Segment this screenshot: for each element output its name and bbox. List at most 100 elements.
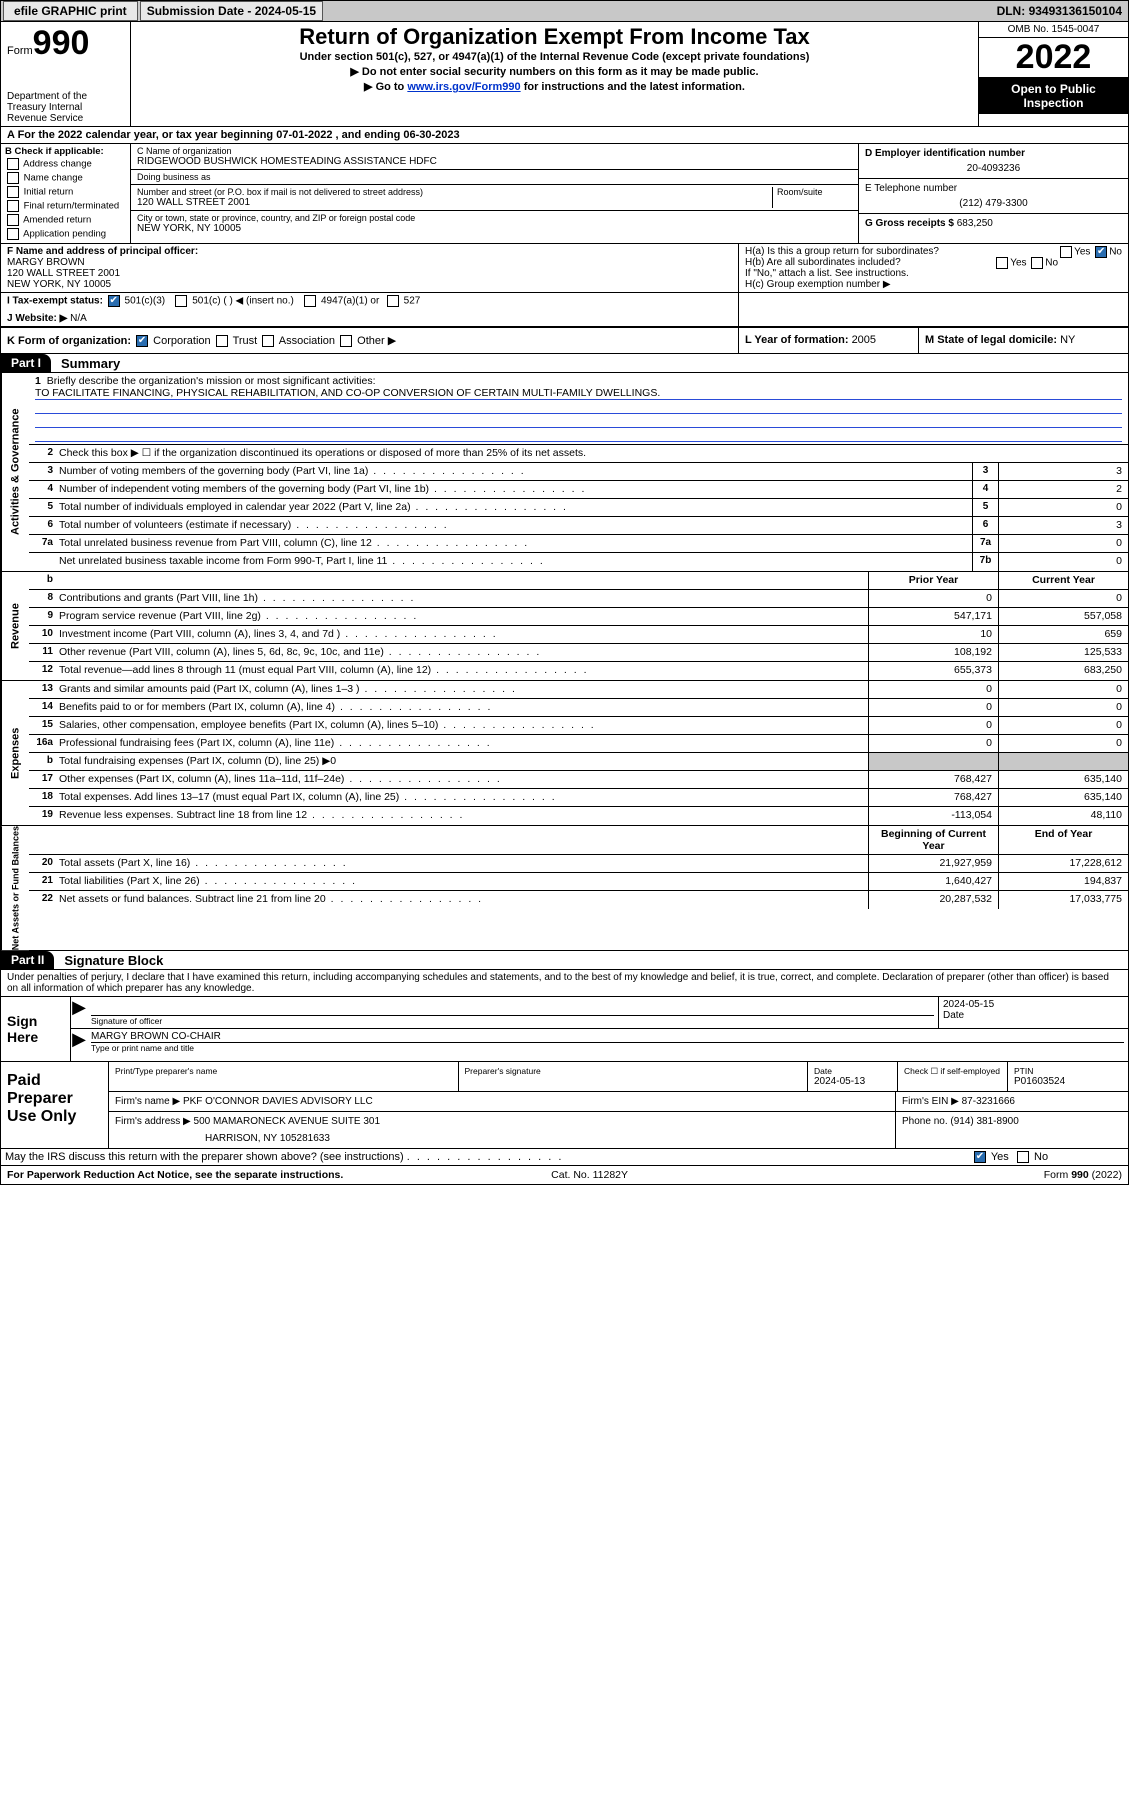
b-checkbox-item[interactable]: Application pending: [5, 227, 126, 241]
i-527-checkbox[interactable]: [387, 295, 399, 307]
firm-phone: (914) 381-8900: [950, 1116, 1018, 1127]
b-header: B Check if applicable:: [5, 146, 126, 157]
sign-here: Sign Here ▶ Signature of officer 2024-05…: [0, 997, 1129, 1062]
summary-row: Net unrelated business taxable income fr…: [29, 553, 1128, 571]
activities-governance: Activities & Governance 1 Briefly descri…: [0, 373, 1129, 572]
section-deg: D Employer identification number 20-4093…: [858, 144, 1128, 243]
summary-row: 9Program service revenue (Part VIII, lin…: [29, 608, 1128, 626]
efile-print-button[interactable]: efile GRAPHIC print: [3, 1, 138, 21]
paid-preparer: Paid Preparer Use Only Print/Type prepar…: [0, 1062, 1129, 1149]
summary-row: 19Revenue less expenses. Subtract line 1…: [29, 807, 1128, 825]
k-assoc-checkbox[interactable]: [262, 335, 274, 347]
part2-header: Part II Signature Block: [0, 951, 1129, 970]
city-label: City or town, state or province, country…: [137, 213, 852, 223]
mission-text: TO FACILITATE FINANCING, PHYSICAL REHABI…: [35, 387, 660, 399]
irs-link[interactable]: www.irs.gov/Form990: [407, 81, 520, 93]
firm-ein-label: Firm's EIN ▶: [902, 1096, 962, 1107]
prior-year-header: Prior Year: [868, 572, 998, 589]
line-i: I Tax-exempt status: 501(c)(3) 501(c) ( …: [7, 295, 732, 307]
line-m: M State of legal domicile: NY: [918, 328, 1128, 353]
dept-treasury: Department of the Treasury Internal Reve…: [7, 91, 124, 124]
summary-row: 5Total number of individuals employed in…: [29, 499, 1128, 517]
k-corp-checkbox[interactable]: [136, 335, 148, 347]
current-year-header: Current Year: [998, 572, 1128, 589]
part1-title: Summary: [51, 356, 120, 371]
officer-addr1: 120 WALL STREET 2001: [7, 268, 732, 279]
k-trust-checkbox[interactable]: [216, 335, 228, 347]
sign-here-label: Sign Here: [1, 997, 71, 1061]
submission-date: Submission Date - 2024-05-15: [140, 1, 323, 21]
i-501c3-checkbox[interactable]: [108, 295, 120, 307]
vlabel-bal: Net Assets or Fund Balances: [1, 826, 29, 950]
summary-row: 15Salaries, other compensation, employee…: [29, 717, 1128, 735]
firm-ein: 87-3231666: [962, 1096, 1015, 1107]
header-info-block: B Check if applicable: Address change Na…: [0, 144, 1129, 244]
form-header: Form990 Department of the Treasury Inter…: [0, 22, 1129, 127]
phone-value: (212) 479-3300: [865, 194, 1122, 209]
summary-row: 6Total number of volunteers (estimate if…: [29, 517, 1128, 535]
i-501c-checkbox[interactable]: [175, 295, 187, 307]
ein-label: D Employer identification number: [865, 148, 1122, 159]
b-checkbox-item[interactable]: Amended return: [5, 213, 126, 227]
section-klm: K Form of organization: Corporation Trus…: [0, 328, 1129, 354]
b-checkbox-item[interactable]: Name change: [5, 171, 126, 185]
begin-year-header: Beginning of Current Year: [868, 826, 998, 854]
dba-label: Doing business as: [137, 172, 852, 182]
firm-phone-label: Phone no.: [902, 1116, 950, 1127]
ha-no-checkbox[interactable]: [1095, 246, 1107, 258]
form-year-block: OMB No. 1545-0047 2022 Open to Public In…: [978, 22, 1128, 126]
line-j: J Website: ▶ N/A: [7, 307, 732, 324]
may-no-checkbox[interactable]: [1017, 1151, 1029, 1163]
summary-row: 11Other revenue (Part VIII, column (A), …: [29, 644, 1128, 662]
preparer-date: 2024-05-13: [814, 1076, 891, 1087]
signature-label: Signature of officer: [91, 1015, 934, 1026]
line-a-taxyear: A For the 2022 calendar year, or tax yea…: [0, 127, 1129, 144]
top-bar: efile GRAPHIC print Submission Date - 20…: [0, 0, 1129, 22]
b-checkbox-item[interactable]: Address change: [5, 157, 126, 171]
section-fh: F Name and address of principal officer:…: [0, 244, 1129, 293]
b-checkbox-item[interactable]: Final return/terminated: [5, 199, 126, 213]
summary-row: bTotal fundraising expenses (Part IX, co…: [29, 753, 1128, 771]
summary-row: 10Investment income (Part VIII, column (…: [29, 626, 1128, 644]
omb-number: OMB No. 1545-0047: [979, 22, 1128, 38]
summary-row: 16aProfessional fundraising fees (Part I…: [29, 735, 1128, 753]
summary-row: 21Total liabilities (Part X, line 26)1,6…: [29, 873, 1128, 891]
self-employed-check[interactable]: Check ☐ if self-employed: [898, 1062, 1008, 1091]
section-c: C Name of organization RIDGEWOOD BUSHWIC…: [131, 144, 858, 243]
subtitle-3: ▶ Go to www.irs.gov/Form990 for instruct…: [137, 79, 972, 94]
i-4947-checkbox[interactable]: [304, 295, 316, 307]
signature-arrow-icon: ▶: [71, 997, 87, 1028]
net-assets-section: Net Assets or Fund Balances Beginning of…: [0, 826, 1129, 951]
org-name-label: C Name of organization: [137, 146, 852, 156]
ptin-label: PTIN: [1014, 1066, 1122, 1076]
line-l: L Year of formation: 2005: [738, 328, 918, 353]
room-label: Room/suite: [777, 187, 852, 197]
k-other-checkbox[interactable]: [340, 335, 352, 347]
firm-name: PKF O'CONNOR DAVIES ADVISORY LLC: [183, 1096, 373, 1107]
org-address: 120 WALL STREET 2001: [137, 197, 772, 208]
officer-name: MARGY BROWN: [7, 257, 732, 268]
part2-title: Signature Block: [54, 953, 163, 968]
form-id-block: Form990 Department of the Treasury Inter…: [1, 22, 131, 126]
end-year-header: End of Year: [998, 826, 1128, 854]
preparer-date-label: Date: [814, 1066, 891, 1076]
ein-value: 20-4093236: [865, 159, 1122, 174]
may-yes-checkbox[interactable]: [974, 1151, 986, 1163]
gross-receipts-value: 683,250: [957, 218, 993, 229]
preparer-sig-label: Preparer's signature: [465, 1066, 802, 1076]
vlabel-exp: Expenses: [1, 681, 29, 825]
phone-label: E Telephone number: [865, 183, 1122, 194]
summary-row: 14Benefits paid to or for members (Part …: [29, 699, 1128, 717]
b-checkbox-item[interactable]: Initial return: [5, 185, 126, 199]
ha-yes-checkbox[interactable]: [1060, 246, 1072, 258]
open-to-public: Open to Public Inspection: [979, 78, 1128, 114]
hb-no-checkbox[interactable]: [1031, 257, 1043, 269]
section-f: F Name and address of principal officer:…: [1, 244, 738, 292]
line-1-mission: 1 Briefly describe the organization's mi…: [29, 373, 1128, 445]
org-city: NEW YORK, NY 10005: [137, 223, 852, 234]
summary-row: 8Contributions and grants (Part VIII, li…: [29, 590, 1128, 608]
part2-tab: Part II: [1, 951, 54, 969]
h-c: H(c) Group exemption number ▶: [745, 279, 1122, 290]
form-title-block: Return of Organization Exempt From Incom…: [131, 22, 978, 126]
hb-yes-checkbox[interactable]: [996, 257, 1008, 269]
